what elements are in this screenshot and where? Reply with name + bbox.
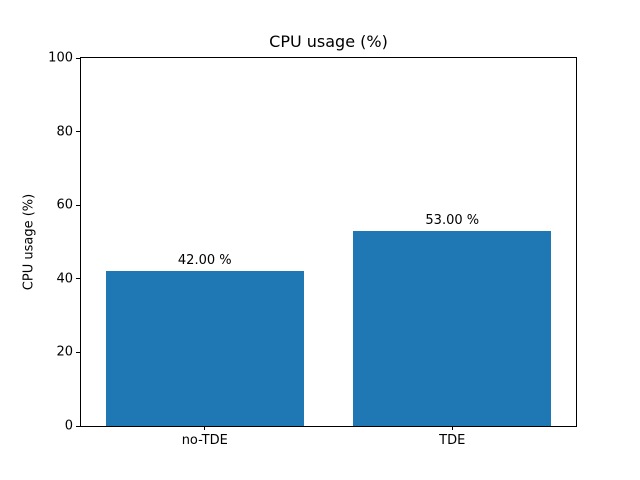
x-axis-tick-label: TDE: [439, 433, 466, 448]
bar-TDE: [353, 230, 552, 426]
x-axis-tick: [204, 426, 206, 430]
bar-value-label: 42.00 %: [177, 253, 232, 269]
x-axis-tick-label: no-TDE: [181, 433, 228, 448]
y-axis-tick: [76, 278, 80, 280]
y-axis-tick-label: 0: [64, 418, 73, 434]
bar-no-TDE: [105, 271, 304, 426]
y-axis-tick: [76, 351, 80, 353]
y-axis-tick: [76, 204, 80, 206]
y-axis-tick: [76, 131, 80, 133]
y-axis-tick-label: 40: [56, 271, 73, 287]
y-axis-tick: [76, 57, 80, 59]
bar-value-label: 53.00 %: [425, 212, 480, 228]
x-axis-tick: [451, 426, 453, 430]
y-axis-tick: [76, 425, 80, 427]
y-axis-tick-label: 80: [56, 124, 73, 140]
y-axis-tick-label: 100: [48, 50, 73, 66]
y-axis-label: CPU usage (%): [21, 193, 37, 291]
y-axis-tick-label: 20: [56, 344, 73, 360]
chart-title: CPU usage (%): [269, 32, 388, 51]
y-axis-tick-label: 60: [56, 197, 73, 213]
plot-area: 0 20 40 60 80 100 42.00 % no-TDE 53.00 % TDE: [48, 51, 577, 448]
